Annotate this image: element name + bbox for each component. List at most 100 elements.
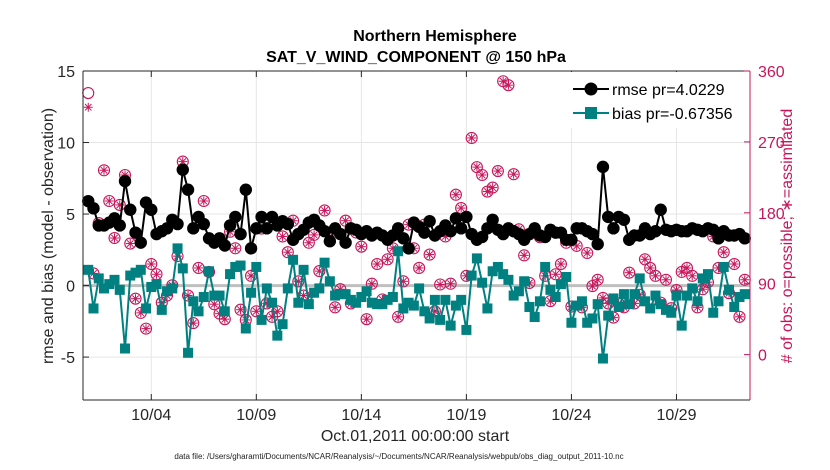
y-tick-label: 15 [57,64,75,81]
obs-possible-marker [428,305,441,318]
obs-assimilated-marker [488,183,498,193]
x-axis-label: Oct.01,2011 00:00:00 start [321,428,510,445]
bias-point [345,294,356,305]
obs-assimilated-marker [650,271,660,281]
rmse-point [260,222,274,235]
bias-point [435,314,446,325]
bias-point [398,303,409,314]
bias-point [230,261,241,272]
bias-point [424,313,435,324]
rmse-point [402,242,415,255]
bias-point [141,303,152,314]
asterisk-stroke [394,313,402,321]
obs-assimilated-marker [719,247,729,257]
asterisk-stroke [457,204,465,212]
bias-point [419,306,430,317]
chart-title: Northern Hemisphere [353,28,517,45]
rmse-point [601,210,615,224]
rmse-series [82,160,751,255]
asterisk-stroke [179,158,187,166]
bias-point [209,290,220,301]
bias-point [492,261,503,272]
asterisk-stroke [373,260,381,268]
bias-point [524,302,535,313]
obs-assimilated-marker [383,254,393,264]
bias-point [513,286,524,297]
asterisk-stroke [499,77,507,85]
asterisk-stroke [357,243,365,251]
bias-point [309,287,320,298]
tick-labels: 10/04 10/09 10/14 10/19 10/24 10/29 -5 0 5 10 15 0 9… [57,64,785,424]
rmse-point [654,203,667,216]
bias-point [219,306,230,317]
asterisk-stroke [152,270,161,278]
asterisk-stroke [520,251,528,259]
bias-point [204,266,215,277]
bias-point [251,261,262,272]
bias-point [471,253,482,264]
obs-assimilated-marker [146,259,156,269]
asterisk-stroke [126,239,134,248]
asterisk-stroke [735,313,744,321]
bias-point [288,254,299,265]
bias-point [592,299,603,310]
bias-point [377,299,388,310]
asterisk-stroke [662,276,670,284]
obs-assimilated-marker [682,263,692,273]
bias-point [403,297,414,308]
obs-possible-marker [181,289,195,302]
obs-assimilated-marker [141,324,151,334]
obs-assimilated-marker [587,281,597,291]
bias-point [314,283,325,294]
obs-possible-marker [554,257,567,271]
obs-assimilated-marker [509,169,519,179]
asterisk-stroke [184,291,192,300]
legend-rmse-label: rmse pr=4.0229 [612,82,725,99]
obs-possible-marker [145,257,158,271]
bias-point [561,271,572,282]
obs-assimilated-marker [640,254,650,264]
obs-count-series [82,75,751,335]
obs-possible-marker [271,305,284,318]
y-right-tick-label: 180 [758,206,785,223]
rmse-point [244,242,258,255]
bias-point [366,297,377,308]
bias-point [188,296,199,307]
obs-possible-marker [638,253,652,266]
asterisk-stroke [384,255,392,263]
obs-possible-marker [329,301,342,314]
asterisk-stroke [651,272,660,280]
bias-point [104,279,115,290]
bias-point [729,302,740,313]
y-right-tick-label: 0 [758,348,767,365]
rmse-point [486,213,499,226]
bias-point [382,294,393,305]
obs-possible-marker [318,204,331,217]
asterisk-stroke [625,269,633,277]
obs-assimilated-marker [472,162,482,172]
bias-point [240,323,251,334]
bias-point [88,303,99,314]
asterisk-stroke [368,280,376,288]
obs-assimilated-marker [99,165,109,175]
asterisk-stroke [504,81,512,89]
asterisk-stroke [510,170,518,178]
bias-point [655,299,666,310]
bias-point [723,284,734,295]
bias-point [466,270,477,281]
obs-possible-marker [197,194,210,208]
asterisk-stroke [247,272,255,280]
bias-point [545,284,556,295]
x-tick-label: 10/09 [236,407,276,424]
bias-point [697,273,708,284]
obs-possible-marker [518,249,531,262]
obs-assimilated-marker [740,275,750,285]
rmse-point [617,213,631,226]
asterisk-stroke [646,264,654,272]
obs-possible-marker [444,277,457,290]
rmse-point [113,219,126,232]
obs-possible-marker [502,79,515,92]
asterisk-stroke [331,303,339,311]
asterisk-stroke [573,242,581,250]
asterisk-stroke [468,134,476,142]
